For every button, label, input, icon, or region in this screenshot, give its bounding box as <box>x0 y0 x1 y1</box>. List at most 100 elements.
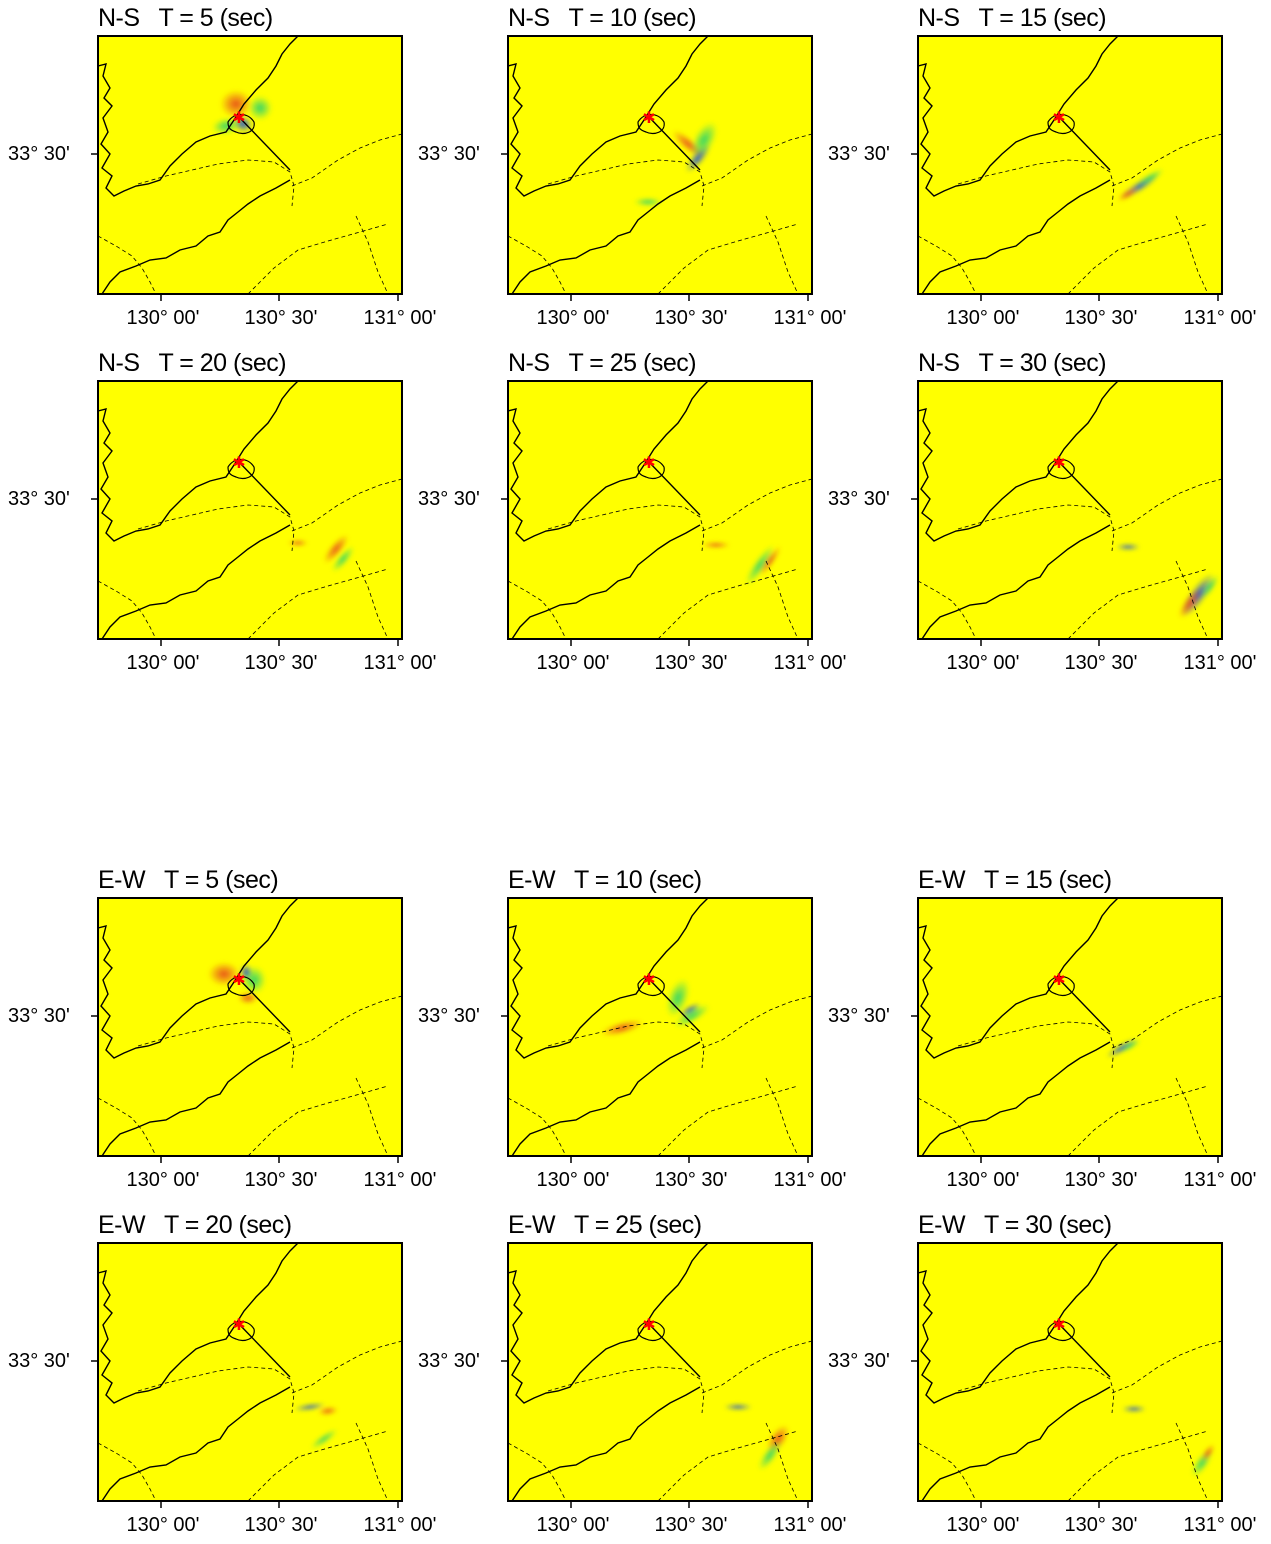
wavefront-patch <box>600 1019 644 1037</box>
epicenter-star-icon: ✱ <box>1052 970 1065 989</box>
epicenter-star-icon: ✱ <box>232 108 245 127</box>
fault-line <box>1057 1322 1111 1378</box>
y-tick-label: 33° 30' <box>8 1005 70 1027</box>
map-frame <box>917 380 1223 640</box>
x-tick-label-1: 130° 00' <box>126 1169 200 1191</box>
prefecture-boundary <box>247 223 389 295</box>
prefecture-boundary <box>137 504 295 552</box>
epicenter-star-icon: ✱ <box>232 970 245 989</box>
prefecture-boundary <box>1175 215 1209 295</box>
panel-ns-t25: N-S T = 25 (sec) 33° 30' ✱ 130° 00' 130°… <box>410 345 847 675</box>
panel-title: N-S T = 25 (sec) <box>508 349 697 377</box>
x-tick-label-2: 130° 30' <box>1064 652 1138 674</box>
prefecture-boundary <box>507 580 567 640</box>
prefecture-boundary <box>507 1097 567 1157</box>
map-frame <box>97 1242 403 1502</box>
island-outline <box>1047 1320 1075 1342</box>
wavefront-patch <box>310 1429 338 1449</box>
prefecture-boundary <box>355 215 389 295</box>
prefecture-boundary <box>97 1097 157 1157</box>
wavefront-patch <box>666 978 690 1018</box>
coastline <box>507 380 709 542</box>
coastline-south <box>101 1041 291 1157</box>
x-tick-label-1: 130° 00' <box>536 1514 610 1536</box>
fault-line <box>237 1322 291 1378</box>
island-outline <box>227 458 255 480</box>
prefecture-boundary <box>1067 1085 1209 1157</box>
x-tick-label-3: 131° 00' <box>1183 652 1257 674</box>
coastline-south <box>921 524 1111 640</box>
wavefront-group <box>1122 1406 1215 1477</box>
map-frame <box>97 35 403 295</box>
fault-line <box>1057 460 1111 516</box>
fault-line <box>647 1322 701 1378</box>
map-background <box>98 36 402 294</box>
panel-ns-t20: N-S T = 20 (sec) 33° 30' ✱ 130° 00' 130°… <box>0 345 437 675</box>
x-tick-label-2: 130° 30' <box>1064 307 1138 329</box>
prefecture-boundary <box>1067 1430 1209 1502</box>
x-tick-label-1: 130° 00' <box>946 1169 1020 1191</box>
prefecture-boundary <box>1067 223 1209 295</box>
panel-title: E-W T = 30 (sec) <box>918 1211 1112 1239</box>
fault-line <box>647 460 701 516</box>
prefecture-boundary <box>97 1442 157 1502</box>
prefecture-boundary <box>917 580 977 640</box>
island-outline <box>227 975 255 997</box>
wavefield-map: ✱ <box>501 380 813 646</box>
prefecture-boundary <box>917 1097 977 1157</box>
wavefront-group <box>600 978 710 1037</box>
x-tick-label-1: 130° 00' <box>126 652 200 674</box>
coastline <box>917 897 1119 1059</box>
x-tick-label-2: 130° 30' <box>244 1514 318 1536</box>
x-tick-label-2: 130° 30' <box>654 307 728 329</box>
prefecture-boundary <box>247 568 389 640</box>
wavefront-group <box>702 542 781 585</box>
x-tick-label-1: 130° 00' <box>946 652 1020 674</box>
prefecture-boundary <box>1111 1340 1223 1394</box>
y-tick-label: 33° 30' <box>418 1005 480 1027</box>
island-outline <box>1047 458 1075 480</box>
map-background <box>98 898 402 1156</box>
wavefront-patch <box>288 540 308 546</box>
coastline-south <box>921 179 1111 295</box>
fault-line <box>237 460 291 516</box>
panel-title: N-S T = 10 (sec) <box>508 4 697 32</box>
panel-ew-t20: E-W T = 20 (sec) 33° 30' ✱ 130° 00' 130°… <box>0 1207 437 1537</box>
coastline <box>97 897 299 1059</box>
prefecture-boundary <box>137 1366 295 1414</box>
wavefront-patch <box>323 534 349 564</box>
map-background <box>508 381 812 639</box>
wavefront-patch <box>1122 1406 1146 1412</box>
island-outline <box>1047 113 1075 135</box>
wavefront-patch <box>220 90 252 118</box>
x-tick-label-3: 131° 00' <box>773 307 847 329</box>
panel-ns-t5: N-S T = 5 (sec) 33° 30' ✱ 130° 00' 130° … <box>0 0 437 330</box>
wavefront-patch <box>1116 544 1140 550</box>
coastline <box>507 35 709 197</box>
prefecture-boundary <box>765 1077 799 1157</box>
x-tick-label-3: 131° 00' <box>363 1514 437 1536</box>
coastline-south <box>101 524 291 640</box>
wavefield-map: ✱ <box>91 1242 403 1508</box>
epicenter-star-icon: ✱ <box>232 1315 245 1334</box>
island-outline <box>637 113 665 135</box>
wavefront-group <box>1117 168 1164 202</box>
map-frame <box>917 897 1223 1157</box>
map-background <box>918 898 1222 1156</box>
coastline <box>97 35 299 197</box>
wavefront-patch <box>702 542 730 548</box>
map-frame <box>507 380 813 640</box>
map-frame <box>507 897 813 1157</box>
panel-title: N-S T = 15 (sec) <box>918 4 1107 32</box>
panel-ew-t30: E-W T = 30 (sec) 33° 30' ✱ 130° 00' 130°… <box>820 1207 1257 1537</box>
y-tick-label: 33° 30' <box>828 488 890 510</box>
prefecture-boundary <box>1111 478 1223 532</box>
panel-title: N-S T = 20 (sec) <box>98 349 287 377</box>
coastline <box>917 1242 1119 1404</box>
prefecture-boundary <box>917 235 977 295</box>
wavefront-patch <box>679 1003 701 1017</box>
map-background <box>918 381 1222 639</box>
epicenter-star-icon: ✱ <box>642 108 655 127</box>
map-background <box>508 36 812 294</box>
prefecture-boundary <box>291 133 403 187</box>
